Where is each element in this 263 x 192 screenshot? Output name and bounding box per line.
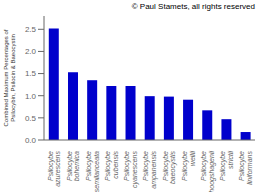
svg-text:Psilocybecyanescens: Psilocybecyanescens: [123, 151, 139, 188]
svg-text:1.5: 1.5: [25, 69, 37, 78]
svg-text:2.0: 2.0: [25, 47, 37, 56]
svg-text:Psilocybeliniformans: Psilocybeliniformans: [238, 151, 253, 185]
html-text:© Paul Stamets, all rights res: © Paul Stamets, all rights reserved: [131, 2, 255, 11]
svg-text:0.0: 0.0: [25, 136, 37, 145]
svg-text:Psilocybeampanensis: Psilocybeampanensis: [142, 151, 158, 189]
svg-text:1.0: 1.0: [25, 92, 37, 101]
svg-text:Psilocybeweilii: Psilocybeweilii: [181, 151, 196, 181]
svg-text:2.5: 2.5: [25, 25, 37, 34]
svg-text:Psilocybebaeocystis: Psilocybebaeocystis: [162, 151, 178, 185]
svg-text:Psilocybebohemica: Psilocybebohemica: [66, 151, 81, 181]
svg-text:Psilocybestrictii: Psilocybestrictii: [219, 151, 234, 181]
svg-text:Combined Maximum Percentages o: Combined Maximum Percentages ofPsilocybi…: [8, 29, 16, 126]
svg-text:Psilocybecubensis: Psilocybecubensis: [104, 151, 119, 181]
svg-text:Psilocybehoogshagenii: Psilocybehoogshagenii: [200, 151, 216, 192]
svg-text:Psilocybesemilanceata: Psilocybesemilanceata: [85, 151, 100, 192]
svg-text:Psilocybeazurescens: Psilocybeazurescens: [47, 151, 62, 187]
svg-text:0.5: 0.5: [25, 114, 37, 123]
